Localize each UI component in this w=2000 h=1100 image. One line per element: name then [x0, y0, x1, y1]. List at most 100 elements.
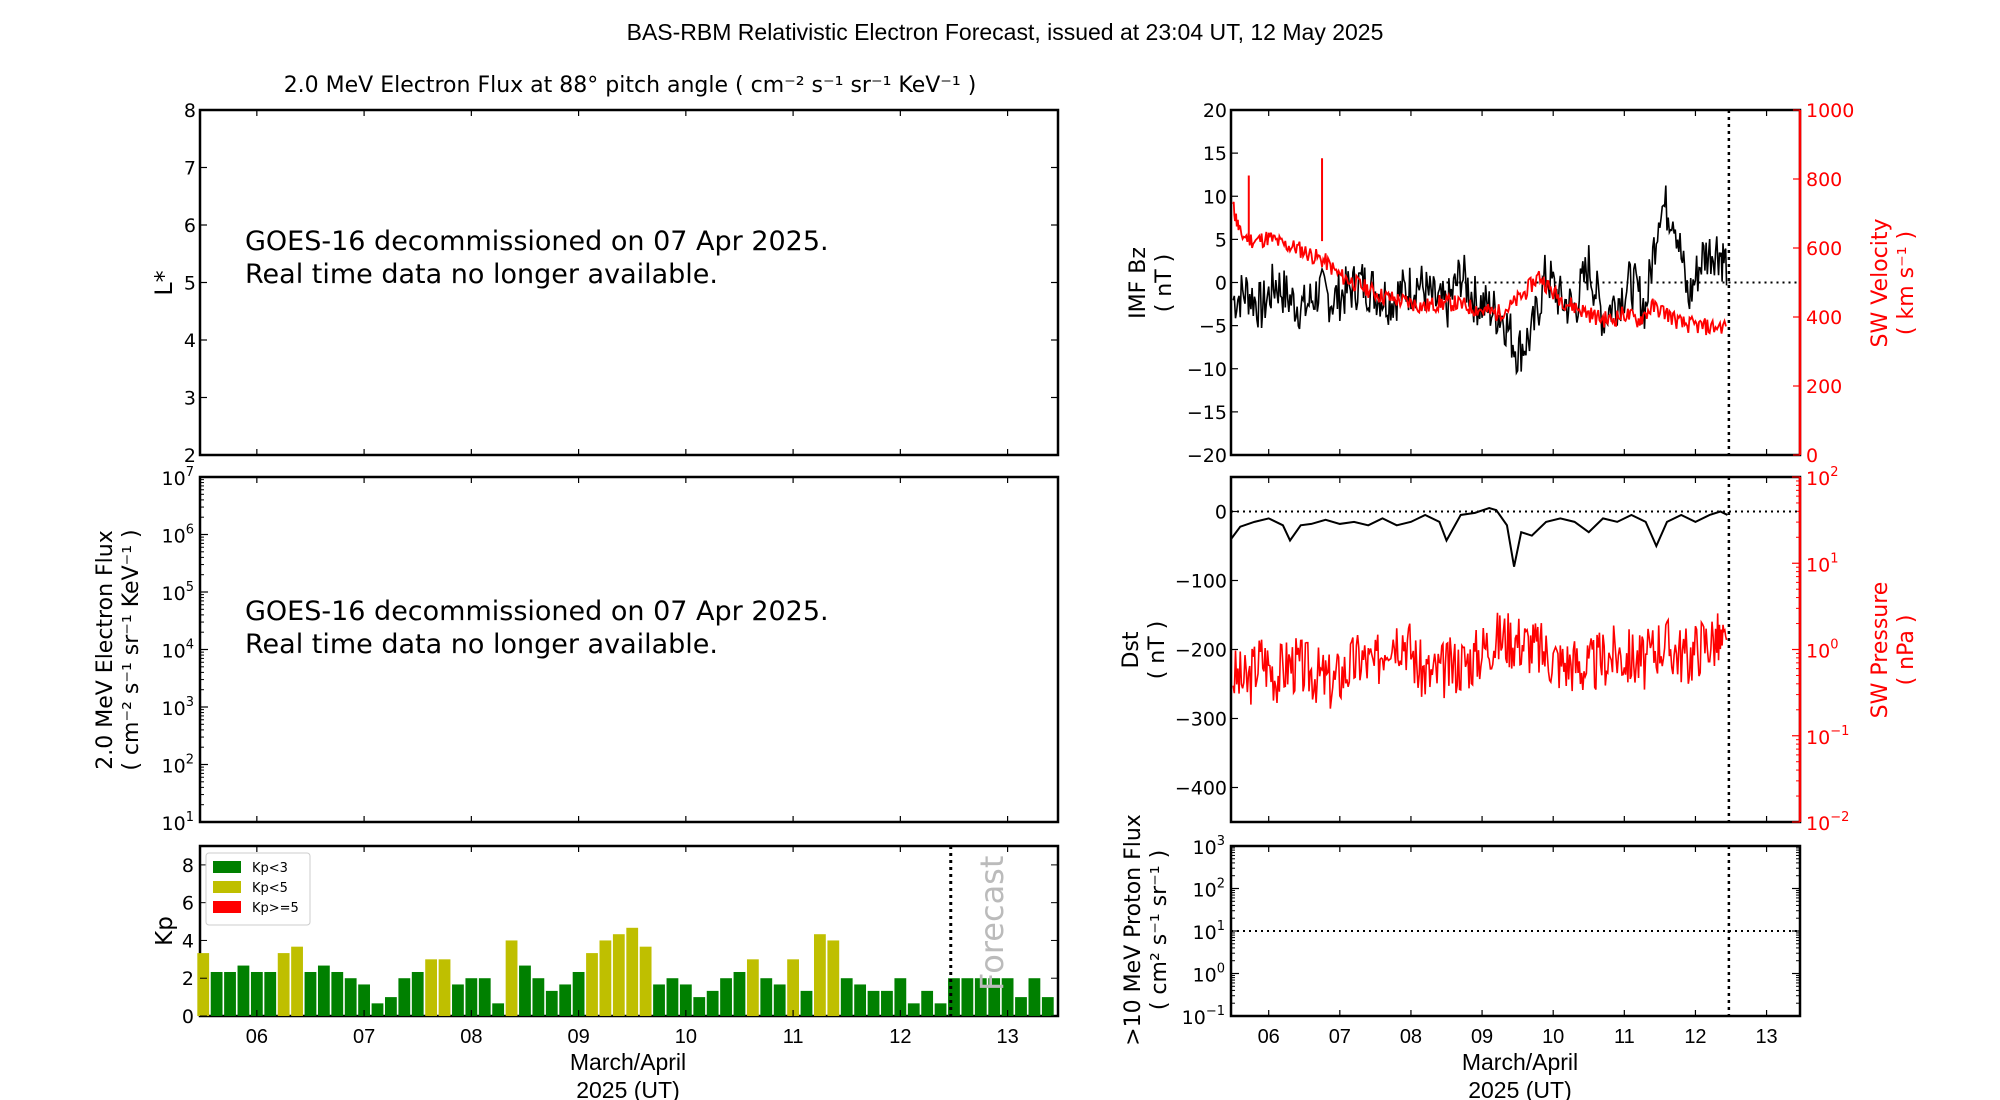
- kp-bar: [867, 990, 880, 1016]
- kp-bar: [1028, 978, 1041, 1016]
- proton-xtick-label: 09: [1471, 1026, 1493, 1048]
- kp-xtick-label: 13: [996, 1026, 1018, 1048]
- proton-xtick-label: 07: [1329, 1026, 1351, 1048]
- kp-bar: [197, 953, 210, 1016]
- no-data-message: GOES-16 decommissioned on 07 Apr 2025.: [245, 226, 829, 257]
- imf-ytick-label: 5: [1215, 229, 1227, 251]
- kp-bar: [532, 978, 545, 1016]
- sw-velocity-ytick-label: 600: [1806, 238, 1842, 260]
- sw-velocity-axis-label: SW Velocity( km s⁻¹ ): [1868, 218, 1919, 347]
- kp-bar: [814, 934, 826, 1016]
- proton-xtick-label: 06: [1258, 1026, 1280, 1048]
- kp-xlabel: 2025 (UT): [576, 1077, 680, 1100]
- lstar-ytick-label: 6: [184, 215, 196, 237]
- forecast-label-group: Forecast: [973, 856, 1011, 991]
- kp-bar: [478, 978, 491, 1016]
- kp-bar: [545, 990, 558, 1016]
- imf-ytick-label: −20: [1187, 445, 1227, 467]
- dst-line: [1230, 507, 1728, 567]
- sw-velocity-axis-label-line: SW Velocity: [1868, 218, 1893, 347]
- kp-legend-label: Kp<5: [252, 881, 288, 896]
- kp-legend: Kp<3 Kp<5 Kp>=5: [205, 852, 311, 926]
- kp-bar: [746, 959, 759, 1016]
- lstar-ytick-label: 7: [184, 158, 196, 180]
- no-data-message: Real time data no longer available.: [245, 259, 718, 290]
- kp-bar: [948, 978, 960, 1016]
- kp-bar: [733, 971, 746, 1016]
- kp-axis-label-line: Kp: [152, 916, 178, 946]
- proton-ytick-label: 102: [1193, 877, 1225, 902]
- imf-ytick-label: 0: [1215, 273, 1227, 295]
- kp-bar: [773, 984, 786, 1016]
- kp-bar: [961, 978, 974, 1016]
- proton-ytick-label: 101: [1193, 919, 1225, 944]
- no-data-message: Real time data no longer available.: [245, 629, 718, 660]
- kp-bar: [626, 927, 639, 1016]
- imf-axis-label-line: ( nT ): [1152, 254, 1177, 313]
- kp-bar: [385, 997, 397, 1016]
- kp-bar: [894, 978, 907, 1016]
- kp-bar: [760, 978, 773, 1016]
- kp-bar: [988, 978, 1001, 1016]
- sw-velocity-ytick-label: 1000: [1806, 100, 1854, 122]
- sw-pressure-axis-label-line: ( nPa ): [1894, 615, 1919, 686]
- sw-pressure-ytick-label: 101: [1806, 551, 1838, 576]
- sw-pressure-ytick-label: 10−2: [1806, 810, 1849, 835]
- kp-bar: [277, 953, 290, 1016]
- kp-bar: [331, 971, 344, 1016]
- kp-ytick-label: 6: [182, 893, 194, 915]
- kp-bar: [800, 990, 813, 1016]
- sw-pressure-ytick-label: 100: [1806, 638, 1838, 663]
- kp-bar: [210, 971, 223, 1016]
- proton-xtick-label: 13: [1755, 1026, 1777, 1048]
- kp-bar: [438, 959, 451, 1016]
- kp-xlabel: March/April: [570, 1049, 686, 1075]
- electron-flux-axis-label-line: ( cm⁻² s⁻¹ sr⁻¹ KeV⁻¹ ): [119, 529, 144, 770]
- eflux-ytick-label: 104: [162, 638, 194, 663]
- kp-xtick-label: 12: [889, 1026, 911, 1048]
- dst-axis-label-line: ( nT ): [1145, 621, 1170, 680]
- kp-ytick-label: 8: [182, 855, 194, 877]
- lstar-ytick-label: 8: [184, 100, 196, 122]
- sw-pressure-ytick-label: 10−1: [1806, 724, 1849, 749]
- proton-ytick-label: 103: [1193, 834, 1225, 859]
- kp-legend-swatch: [213, 881, 241, 893]
- proton-ytick-label: 100: [1193, 962, 1225, 987]
- kp-bar: [425, 959, 438, 1016]
- kp-bar: [492, 1003, 505, 1016]
- imf-axis-label-line: IMF Bz: [1126, 247, 1151, 319]
- sw-pressure-ytick-label: 102: [1806, 465, 1838, 490]
- kp-bar: [653, 984, 665, 1016]
- no-data-message: GOES-16 decommissioned on 07 Apr 2025.: [245, 596, 829, 627]
- proton-xtick-label: 08: [1400, 1026, 1422, 1048]
- sw-velocity-ytick-label: 800: [1806, 169, 1842, 191]
- kp-bar: [827, 940, 840, 1016]
- proton-xtick-label: 12: [1684, 1026, 1706, 1048]
- kp-bar: [1041, 997, 1054, 1016]
- figure-title: BAS-RBM Relativistic Electron Forecast, …: [627, 19, 1384, 45]
- kp-bar: [291, 946, 303, 1016]
- kp-bar: [452, 984, 464, 1016]
- imf-ytick-label: 10: [1203, 186, 1227, 208]
- sw-velocity-ytick-label: 400: [1806, 307, 1842, 329]
- imf-ytick-label: −10: [1187, 359, 1227, 381]
- kp-bar: [559, 984, 572, 1016]
- lstar-axis-label: L*: [150, 270, 178, 295]
- lstar-ytick-label: 5: [184, 273, 196, 295]
- lstar-ytick-label: 2: [184, 445, 196, 467]
- kp-bar: [666, 978, 679, 1016]
- kp-bar: [612, 934, 625, 1016]
- kp-bar: [854, 984, 867, 1016]
- kp-ytick-label: 4: [182, 930, 194, 952]
- dst-axis-label-line: Dst: [1119, 631, 1144, 668]
- eflux-ytick-label: 103: [162, 695, 194, 720]
- kp-bar: [358, 984, 370, 1016]
- sw-pressure-axis-label: SW Pressure( nPa ): [1868, 582, 1919, 719]
- kp-bar: [264, 971, 277, 1016]
- eflux-ytick-label: 107: [162, 465, 194, 490]
- kp-bar: [1015, 997, 1027, 1016]
- kp-bar: [921, 990, 934, 1016]
- kp-bar: [586, 953, 598, 1016]
- sw-velocity-ytick-label: 200: [1806, 376, 1842, 398]
- electron-flux-axis-label-line: 2.0 MeV Electron Flux: [93, 530, 118, 770]
